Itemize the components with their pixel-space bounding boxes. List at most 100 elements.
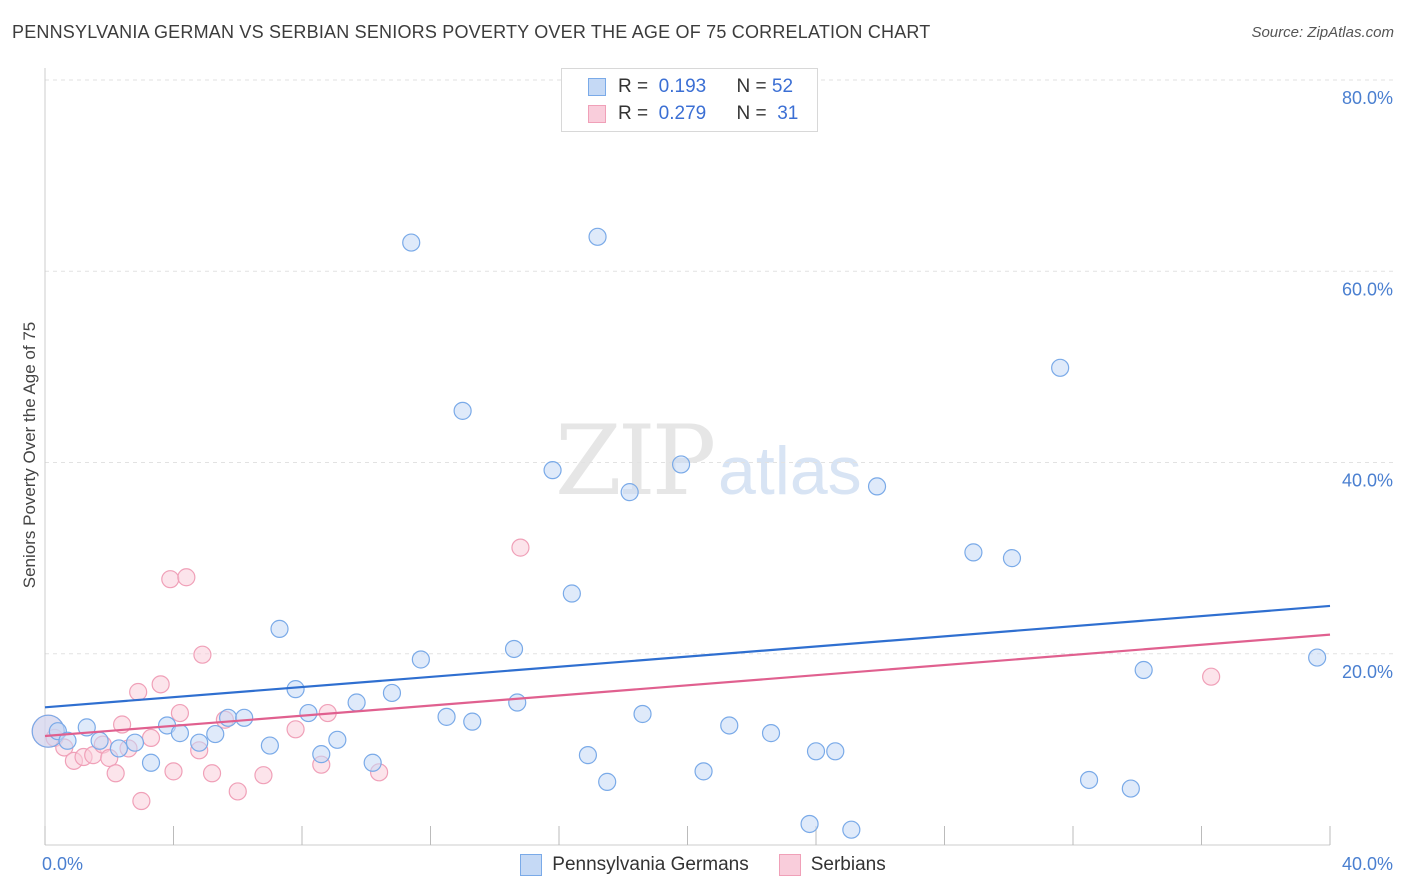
trend-lines xyxy=(44,604,1331,738)
source-label: Source: ZipAtlas.com xyxy=(1251,24,1394,41)
point-pennsylvania-germans xyxy=(508,693,527,712)
legend-n-value: 31 xyxy=(777,103,799,124)
point-pennsylvania-germans xyxy=(620,483,639,502)
trend-line-serbians xyxy=(44,633,1331,738)
point-serbians xyxy=(202,764,222,783)
point-pennsylvania-germans xyxy=(402,233,421,252)
point-pennsylvania-germans xyxy=(578,746,598,765)
point-pennsylvania-germans xyxy=(299,703,318,723)
point-serbians xyxy=(132,791,151,811)
legend-swatch-pink xyxy=(778,854,801,876)
point-pennsylvania-germans xyxy=(411,650,430,669)
y-tick-label: 40.0% xyxy=(1342,471,1393,491)
point-pennsylvania-germans xyxy=(286,680,305,699)
point-pennsylvania-germans xyxy=(437,707,456,726)
point-pennsylvania-germans xyxy=(190,733,209,752)
legend-swatch-blue xyxy=(588,78,606,96)
point-pennsylvania-germans xyxy=(109,739,128,758)
x-tick-labels: 0.0% 40.0% xyxy=(42,854,1393,874)
point-pennsylvania-germans xyxy=(219,708,238,727)
point-pennsylvania-germans xyxy=(720,716,739,735)
point-pennsylvania-germans xyxy=(588,227,607,246)
point-serbians xyxy=(129,682,148,702)
point-serbians xyxy=(228,782,247,801)
point-pennsylvania-germans xyxy=(58,731,77,750)
legend-r-value: 0.279 xyxy=(658,103,707,124)
point-pennsylvania-germans xyxy=(867,477,887,496)
point-pennsylvania-germans xyxy=(235,708,254,727)
point-pennsylvania-germans xyxy=(504,639,524,659)
legend-item-serbians[interactable]: Serbians xyxy=(778,854,886,876)
point-pennsylvania-germans xyxy=(312,745,331,764)
point-pennsylvania-germans xyxy=(543,461,562,480)
legend-r-label: R = xyxy=(618,76,649,97)
series-legend: Pennsylvania Germans Serbians xyxy=(0,852,1406,878)
point-serbians xyxy=(254,766,273,785)
point-serbians xyxy=(106,764,125,783)
data-points xyxy=(31,227,1327,839)
point-pennsylvania-germans xyxy=(1079,770,1099,790)
axes xyxy=(44,68,1331,846)
point-serbians xyxy=(177,568,196,587)
point-pennsylvania-germans xyxy=(206,724,225,744)
point-pennsylvania-germans xyxy=(761,724,781,743)
y-tick-labels: 20.0% 40.0% 60.0% 80.0% xyxy=(1342,88,1393,682)
legend-n-label: N = xyxy=(736,103,767,124)
point-pennsylvania-germans xyxy=(363,753,382,772)
point-serbians xyxy=(164,762,183,781)
y-tick-label: 60.0% xyxy=(1342,279,1393,299)
point-pennsylvania-germans xyxy=(842,820,861,839)
point-pennsylvania-germans xyxy=(598,772,617,791)
point-serbians xyxy=(1202,667,1221,686)
point-pennsylvania-germans xyxy=(964,543,983,562)
legend-r-label: R = xyxy=(618,103,649,124)
point-pennsylvania-germans xyxy=(1121,779,1140,798)
point-serbians xyxy=(161,570,180,589)
point-pennsylvania-germans xyxy=(347,693,366,712)
point-pennsylvania-germans xyxy=(694,762,713,781)
legend-swatch-pink xyxy=(588,105,606,123)
point-pennsylvania-germans xyxy=(170,724,190,743)
point-pennsylvania-germans xyxy=(562,584,581,603)
y-tick-label: 80.0% xyxy=(1342,88,1393,108)
legend-n-label: N = xyxy=(736,76,767,97)
point-serbians xyxy=(141,728,161,748)
point-pennsylvania-germans xyxy=(800,814,819,834)
watermark-atlas: atlas xyxy=(718,433,862,509)
point-pennsylvania-germans xyxy=(633,704,652,724)
point-pennsylvania-germans xyxy=(90,731,109,750)
point-pennsylvania-germans xyxy=(1134,660,1153,680)
legend-row-serbians: R = 0.279 N = 31 xyxy=(588,102,798,126)
legend-n-value: 52 xyxy=(771,76,794,97)
point-pennsylvania-germans xyxy=(1002,549,1022,568)
y-tick-label: 20.0% xyxy=(1342,662,1393,682)
x-tick-label-min: 0.0% xyxy=(42,854,83,874)
point-serbians xyxy=(151,675,170,694)
point-serbians xyxy=(286,720,305,739)
legend-series-name: Pennsylvania Germans xyxy=(552,854,749,875)
point-serbians xyxy=(511,538,530,557)
point-pennsylvania-germans xyxy=(141,753,161,772)
legend-row-pennsylvania-germans: R = 0.193 N = 52 xyxy=(588,75,793,99)
stats-legend: R = 0.193 N = 52 R = 0.279 N = 31 xyxy=(561,68,818,132)
point-pennsylvania-germans xyxy=(260,736,279,755)
chart-title: PENNSYLVANIA GERMAN VS SERBIAN SENIORS P… xyxy=(12,22,931,42)
legend-swatch-blue xyxy=(520,854,543,876)
point-pennsylvania-germans xyxy=(671,455,691,474)
x-tick-label-max: 40.0% xyxy=(1342,854,1393,874)
legend-r-value: 0.193 xyxy=(658,76,707,97)
point-pennsylvania-germans xyxy=(826,742,845,761)
grid-lines xyxy=(45,79,1393,655)
point-pennsylvania-germans xyxy=(270,619,289,638)
legend-item-pennsylvania-germans[interactable]: Pennsylvania Germans xyxy=(520,854,749,876)
point-pennsylvania-germans xyxy=(328,730,347,749)
point-serbians xyxy=(193,645,212,664)
trend-line-pennsylvania-germans xyxy=(44,604,1331,709)
point-serbians xyxy=(170,703,190,723)
point-pennsylvania-germans xyxy=(453,401,472,420)
legend-series-name: Serbians xyxy=(810,854,886,875)
point-pennsylvania-germans xyxy=(125,733,145,752)
point-pennsylvania-germans xyxy=(382,683,402,703)
point-pennsylvania-germans xyxy=(463,712,482,731)
